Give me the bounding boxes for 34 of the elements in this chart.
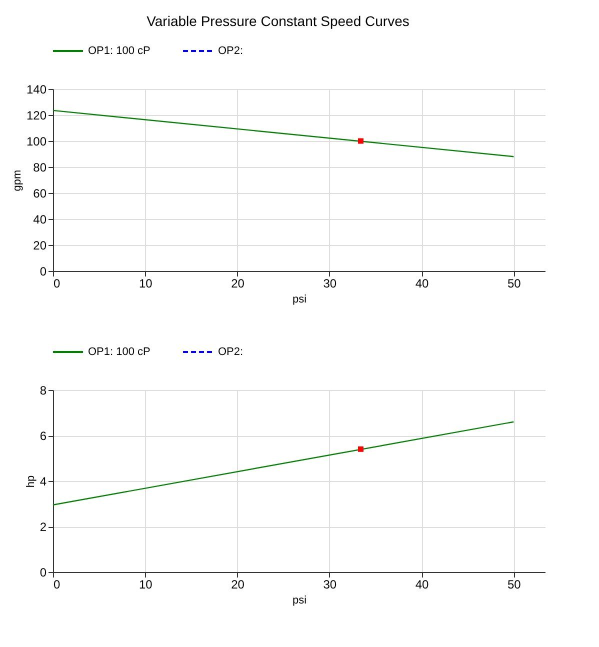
legend-label: OP1: 100 cP: [88, 346, 150, 358]
y-tick-label: 20: [33, 238, 47, 252]
y-axis-title: hp: [24, 475, 37, 488]
legend-label: OP2:: [218, 346, 244, 358]
y-tick-label: 0: [40, 566, 47, 580]
chart-title: Variable Pressure Constant Speed Curves: [146, 13, 410, 29]
x-tick-label: 30: [323, 578, 337, 592]
y-tick-label: 6: [40, 429, 47, 443]
x-tick-label: 40: [415, 276, 430, 290]
x-tick-label: 30: [323, 276, 337, 290]
legend-label: OP2:: [218, 45, 244, 57]
y-tick-label: 4: [40, 474, 47, 488]
x-axis-title: psi: [292, 294, 307, 306]
y-tick-label: 8: [40, 384, 47, 398]
x-tick-label: 50: [507, 276, 522, 290]
y-tick-label: 40: [33, 212, 47, 226]
x-tick-label: 20: [231, 276, 245, 290]
x-tick-label: 10: [138, 578, 153, 592]
y-tick-label: 140: [26, 82, 47, 96]
x-tick-label: 20: [231, 578, 245, 592]
y-tick-label: 60: [33, 186, 47, 200]
x-tick-label: 0: [54, 578, 60, 592]
y-tick-label: 80: [33, 160, 47, 174]
x-tick-label: 50: [507, 578, 522, 592]
y-tick-label: 2: [40, 520, 47, 534]
x-axis-title: psi: [292, 594, 307, 606]
y-tick-label: 120: [26, 108, 47, 122]
x-tick-label: 0: [54, 276, 60, 290]
legend-label: OP1: 100 cP: [88, 45, 150, 57]
y-tick-label: 100: [26, 134, 47, 148]
y-tick-label: 0: [40, 264, 47, 278]
x-tick-label: 10: [138, 276, 153, 290]
y-axis-title: gpm: [11, 170, 24, 192]
x-tick-label: 40: [415, 578, 430, 592]
